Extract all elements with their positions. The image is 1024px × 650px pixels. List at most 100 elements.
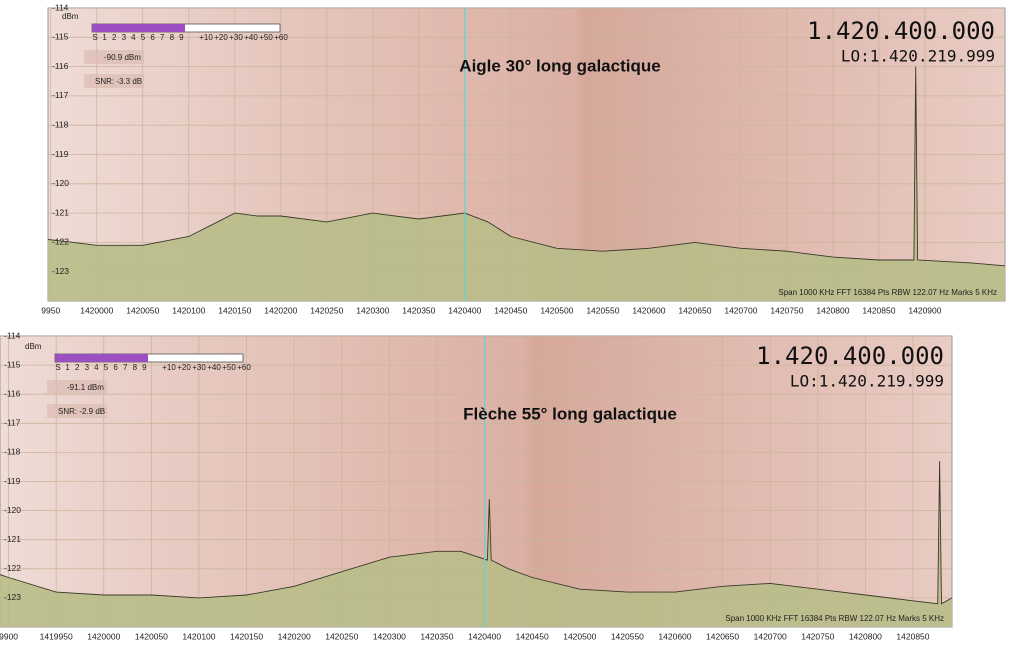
x-tick-label: 1420500 bbox=[540, 305, 573, 315]
x-tick-label: 1420250 bbox=[310, 305, 343, 315]
x-tick-label: 9950 bbox=[41, 305, 60, 315]
x-tick-label: 1420100 bbox=[172, 305, 205, 315]
panel-title: Flèche 55° long galactique bbox=[463, 404, 677, 423]
x-tick-label: 1420800 bbox=[816, 305, 849, 315]
smeter-scale-label: 1 bbox=[65, 363, 70, 372]
y-tick-label: -123 bbox=[4, 592, 21, 602]
lo-display: LO:1.420.219.999 bbox=[790, 372, 944, 391]
status-bar: Span 1000 KHz FFT 16384 Pts RBW 122.07 H… bbox=[725, 614, 944, 623]
x-tick-label: 1420300 bbox=[356, 305, 389, 315]
y-tick-label: -116 bbox=[4, 388, 21, 398]
smeter-scale-label: 6 bbox=[150, 33, 155, 42]
smeter-scale-label: +30 bbox=[192, 363, 206, 372]
smeter-scale-label: +20 bbox=[177, 363, 191, 372]
y-tick-label: -115 bbox=[52, 32, 69, 42]
x-tick-label: 1420750 bbox=[801, 631, 834, 641]
y-tick-label: -114 bbox=[52, 2, 69, 12]
smeter-scale-label: +20 bbox=[214, 33, 228, 42]
x-tick-label: 1420400 bbox=[468, 631, 501, 641]
smeter-scale-label: 9 bbox=[179, 33, 184, 42]
smeter-scale-label: 3 bbox=[85, 363, 90, 372]
smeter-scale-label: +10 bbox=[162, 363, 176, 372]
y-tick-label: -118 bbox=[52, 119, 69, 129]
x-tick-label: 1420450 bbox=[494, 305, 527, 315]
x-tick-label: 1420500 bbox=[563, 631, 596, 641]
x-tick-label: 1420550 bbox=[586, 305, 619, 315]
y-tick-label: -115 bbox=[4, 359, 21, 369]
smeter-scale-label: 7 bbox=[160, 33, 165, 42]
smeter-scale-label: 4 bbox=[94, 363, 99, 372]
x-tick-label: 1420250 bbox=[325, 631, 358, 641]
unit-label: dBm bbox=[62, 12, 79, 21]
readout-box bbox=[47, 380, 107, 394]
plot bbox=[0, 336, 952, 627]
snr-box bbox=[84, 74, 144, 88]
x-tick-label: 1420750 bbox=[770, 305, 803, 315]
x-tick-label: 9900 bbox=[0, 631, 18, 641]
x-tick-label: 1420850 bbox=[896, 631, 929, 641]
spectrum-line bbox=[0, 461, 952, 605]
x-tick-label: 1419950 bbox=[40, 631, 73, 641]
spectrum-line bbox=[48, 66, 1005, 267]
y-tick-label: -119 bbox=[52, 149, 69, 159]
lo-display: LO:1.420.219.999 bbox=[841, 47, 995, 66]
plot bbox=[48, 8, 1005, 301]
x-tick-label: 1420650 bbox=[678, 305, 711, 315]
x-tick-label: 1420350 bbox=[420, 631, 453, 641]
y-tick-label: -119 bbox=[4, 476, 21, 486]
unit-label: dBm bbox=[25, 342, 42, 351]
snr: SNR: -3.3 dB bbox=[95, 77, 142, 86]
spectrum-area bbox=[0, 461, 952, 627]
smeter-scale-label: 4 bbox=[131, 33, 136, 42]
x-tick-label: 1420350 bbox=[402, 305, 435, 315]
smeter-scale-label: S bbox=[92, 33, 97, 42]
smeter-scale-label: 3 bbox=[122, 33, 127, 42]
y-tick-label: -121 bbox=[52, 207, 69, 217]
smeter-scale-label: 9 bbox=[142, 363, 147, 372]
smeter-scale-label: 2 bbox=[75, 363, 80, 372]
smeter-scale-label: 8 bbox=[170, 33, 175, 42]
x-tick-label: 1420050 bbox=[126, 305, 159, 315]
y-tick-label: -117 bbox=[52, 90, 69, 100]
x-tick-label: 1420150 bbox=[218, 305, 251, 315]
y-tick-label: -116 bbox=[52, 61, 69, 71]
smeter-scale-label: +30 bbox=[229, 33, 243, 42]
y-tick-label: -118 bbox=[4, 447, 21, 457]
smeter-fill bbox=[55, 354, 148, 362]
smeter-scale-label: 2 bbox=[112, 33, 117, 42]
x-tick-label: 1420550 bbox=[611, 631, 644, 641]
y-tick-label: -122 bbox=[52, 237, 69, 247]
smeter-scale-label: 7 bbox=[123, 363, 128, 372]
x-tick-label: 1420900 bbox=[908, 305, 941, 315]
y-tick-label: -120 bbox=[4, 505, 21, 515]
x-tick-label: 1420850 bbox=[862, 305, 895, 315]
frequency-display: 1.420.400.000 bbox=[807, 17, 995, 45]
smeter-scale-label: +50 bbox=[222, 363, 236, 372]
y-tick-label: -117 bbox=[4, 418, 21, 428]
smeter-scale-label: +60 bbox=[274, 33, 288, 42]
smeter-scale-label: +40 bbox=[207, 363, 221, 372]
frequency-display: 1.420.400.000 bbox=[756, 342, 944, 370]
x-tick-label: 1420200 bbox=[278, 631, 311, 641]
x-tick-label: 1420000 bbox=[80, 305, 113, 315]
smeter-scale-label: 6 bbox=[113, 363, 118, 372]
x-tick-label: 1420200 bbox=[264, 305, 297, 315]
x-tick-label: 1420450 bbox=[516, 631, 549, 641]
smeter-scale-label: +60 bbox=[237, 363, 251, 372]
x-tick-label: 1420700 bbox=[754, 631, 787, 641]
smeter-scale-label: 5 bbox=[104, 363, 109, 372]
y-tick-label: -122 bbox=[4, 563, 21, 573]
smeter-scale-label: 8 bbox=[133, 363, 138, 372]
smeter-scale-label: S bbox=[55, 363, 60, 372]
smeter-scale-label: +40 bbox=[244, 33, 258, 42]
x-tick-label: 1420300 bbox=[373, 631, 406, 641]
y-tick-label: -123 bbox=[52, 266, 69, 276]
snr: SNR: -2.9 dB bbox=[58, 407, 105, 416]
readout: -90.9 dBm bbox=[104, 53, 141, 62]
snr-box bbox=[47, 404, 107, 418]
x-tick-label: 1420600 bbox=[632, 305, 665, 315]
x-tick-label: 1420800 bbox=[849, 631, 882, 641]
x-tick-label: 1420650 bbox=[706, 631, 739, 641]
smeter-scale-label: 1 bbox=[102, 33, 107, 42]
